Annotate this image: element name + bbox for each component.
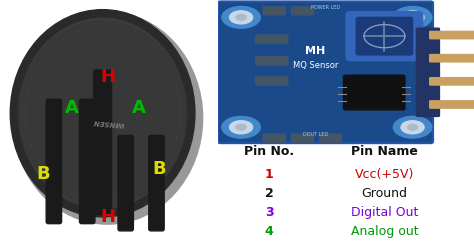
Ellipse shape (10, 10, 195, 217)
FancyBboxPatch shape (344, 75, 405, 110)
Ellipse shape (19, 18, 186, 208)
Text: A: A (132, 100, 146, 117)
Text: WINSEN: WINSEN (91, 119, 124, 127)
Circle shape (401, 11, 424, 24)
Text: POWER LED: POWER LED (311, 5, 340, 10)
Text: Digital Out: Digital Out (351, 206, 418, 219)
Text: B: B (152, 160, 166, 178)
FancyBboxPatch shape (118, 135, 133, 231)
FancyBboxPatch shape (292, 7, 313, 15)
Text: Pin Name: Pin Name (351, 145, 418, 158)
FancyBboxPatch shape (255, 57, 288, 65)
Text: Ground: Ground (361, 187, 408, 200)
Text: B: B (37, 165, 50, 182)
Text: 3: 3 (265, 206, 273, 219)
FancyBboxPatch shape (430, 101, 474, 108)
Text: MQ Sensor: MQ Sensor (292, 60, 338, 70)
Circle shape (222, 7, 260, 28)
FancyBboxPatch shape (292, 134, 313, 142)
Text: A: A (65, 100, 79, 117)
FancyBboxPatch shape (319, 134, 342, 142)
Circle shape (408, 14, 418, 20)
Circle shape (236, 14, 246, 20)
Circle shape (393, 7, 432, 28)
FancyBboxPatch shape (46, 99, 62, 224)
FancyBboxPatch shape (346, 12, 423, 61)
Circle shape (401, 121, 424, 134)
Text: 2: 2 (265, 187, 273, 200)
Text: H: H (100, 208, 115, 226)
Circle shape (229, 11, 253, 24)
Text: DOUT LED: DOUT LED (303, 132, 328, 137)
Circle shape (229, 121, 253, 134)
Circle shape (236, 124, 246, 130)
Text: Analog out: Analog out (351, 225, 418, 238)
Text: MH: MH (305, 46, 326, 56)
FancyBboxPatch shape (255, 77, 288, 85)
FancyBboxPatch shape (430, 31, 474, 39)
Text: Pin No.: Pin No. (244, 145, 294, 158)
FancyBboxPatch shape (80, 99, 95, 224)
FancyBboxPatch shape (149, 135, 164, 231)
Text: H: H (100, 68, 115, 86)
FancyBboxPatch shape (264, 7, 285, 15)
FancyBboxPatch shape (264, 134, 285, 142)
Circle shape (393, 116, 432, 138)
FancyBboxPatch shape (255, 35, 288, 43)
Ellipse shape (13, 12, 203, 224)
FancyBboxPatch shape (430, 54, 474, 62)
Text: 1: 1 (265, 168, 273, 181)
Circle shape (408, 124, 418, 130)
FancyBboxPatch shape (94, 70, 111, 214)
Text: 4: 4 (265, 225, 273, 238)
Text: Vcc(+5V): Vcc(+5V) (355, 168, 414, 181)
Circle shape (222, 116, 260, 138)
FancyBboxPatch shape (218, 1, 433, 143)
FancyBboxPatch shape (416, 28, 439, 116)
FancyBboxPatch shape (430, 78, 474, 85)
FancyBboxPatch shape (356, 17, 412, 55)
